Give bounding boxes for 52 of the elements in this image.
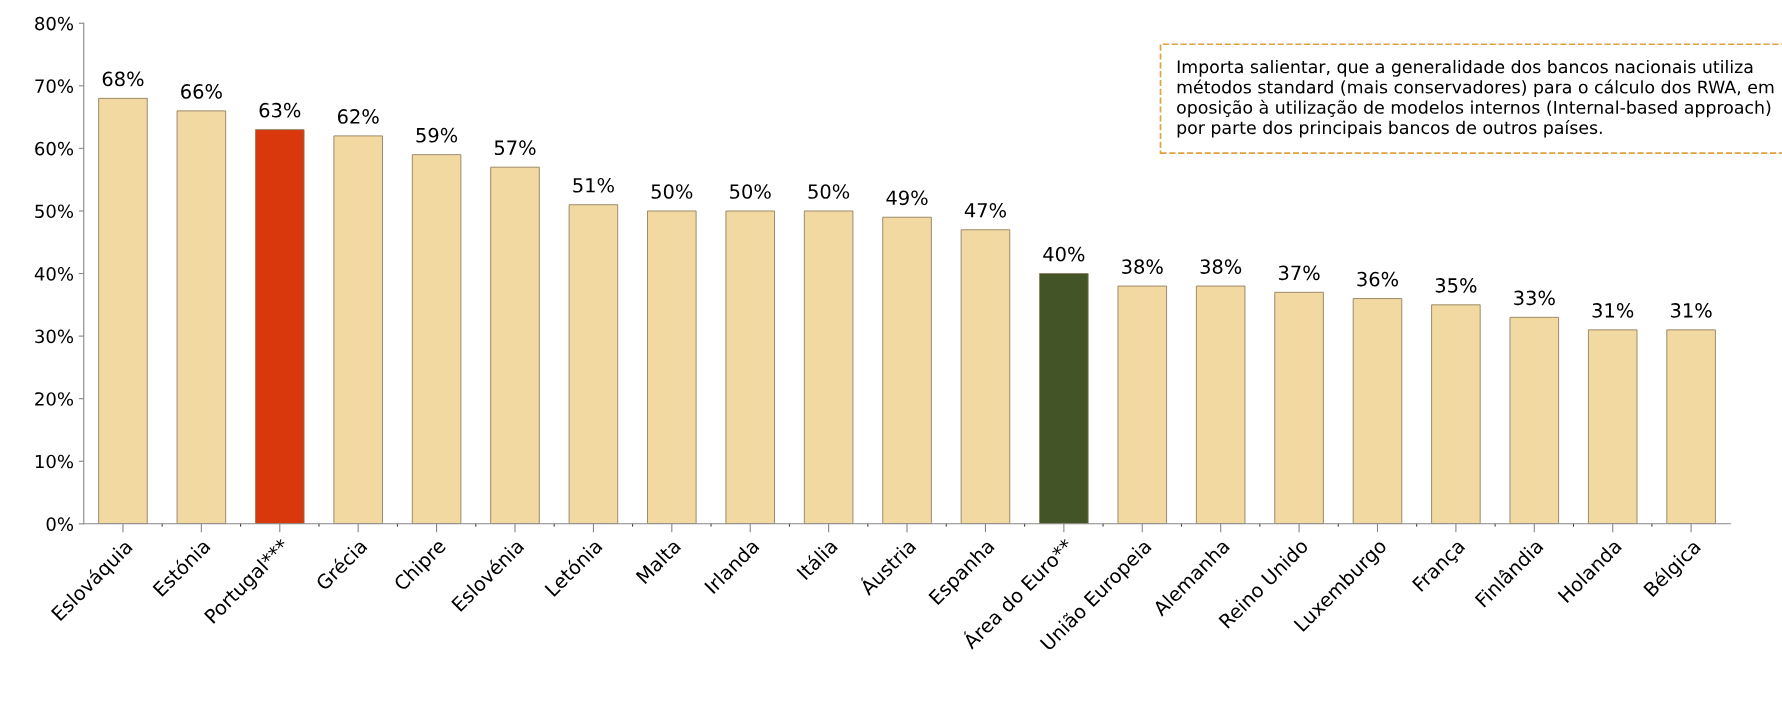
- data-label: 62%: [337, 109, 379, 124]
- data-label: 59%: [416, 127, 458, 143]
- bar: [882, 216, 932, 524]
- data-label: 66%: [181, 84, 222, 99]
- data-label: 38%: [1200, 259, 1242, 274]
- data-label: 68%: [102, 71, 144, 87]
- data-label: 50%: [730, 184, 771, 199]
- data-label: 57%: [494, 140, 536, 156]
- data-label: 38%: [1122, 259, 1163, 274]
- y-tick-label: 0%: [46, 517, 74, 531]
- y-tick-label: 20%: [35, 392, 74, 406]
- bar: [1274, 291, 1324, 524]
- bar: [333, 135, 383, 524]
- bar: [647, 210, 697, 524]
- bar: [1039, 273, 1089, 524]
- bar: [1352, 298, 1403, 524]
- bar: [1666, 329, 1716, 524]
- bar: [490, 166, 540, 524]
- y-tick-label: 40%: [34, 267, 74, 281]
- bar: [255, 129, 305, 524]
- data-label: 51%: [573, 177, 614, 193]
- bar: [1509, 316, 1560, 524]
- bar: [1117, 285, 1167, 524]
- data-label: 50%: [808, 184, 850, 199]
- bar: [803, 210, 854, 524]
- bar: [1195, 285, 1246, 524]
- bar: [411, 154, 462, 524]
- y-tick-label: 50%: [35, 204, 74, 219]
- bar: [1431, 304, 1481, 524]
- bar: [960, 229, 1011, 524]
- data-label: 35%: [1435, 278, 1477, 293]
- y-tick-label: 30%: [35, 329, 74, 344]
- bar: [98, 97, 148, 524]
- bar: [568, 204, 619, 524]
- data-label: 50%: [651, 184, 693, 199]
- annotation: Importa salientar, que a generalidade dos bancos nacionais utiliza métodos standard (mais conservadores) para o cálculo dos RWA, em oposição à utilização de modelos internos (Internal-based approach) por parte dos principais bancos de outros países.: [1177, 59, 1774, 138]
- data-label: 47%: [964, 202, 1006, 218]
- bar: [176, 110, 227, 524]
- data-label: 49%: [886, 190, 928, 206]
- data-label: 31%: [1670, 303, 1712, 318]
- data-label: 40%: [1043, 246, 1085, 262]
- data-label: 63%: [259, 102, 301, 118]
- y-tick-label: 60%: [35, 141, 74, 156]
- y-tick-label: 80%: [35, 16, 74, 31]
- data-label: 36%: [1357, 271, 1399, 287]
- data-label: 31%: [1592, 303, 1634, 318]
- bar: [1587, 329, 1638, 524]
- y-tick-label: 70%: [35, 79, 74, 93]
- y-tick-label: 10%: [35, 454, 74, 469]
- data-label: 37%: [1278, 265, 1320, 281]
- data-label: 33%: [1514, 290, 1555, 306]
- bar: [725, 210, 775, 524]
